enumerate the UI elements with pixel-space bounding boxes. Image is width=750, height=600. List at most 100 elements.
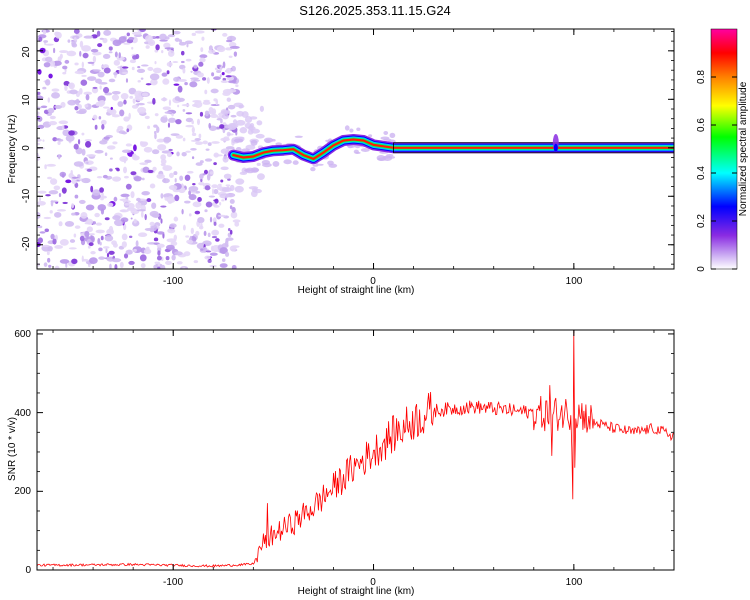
noise-blob	[43, 216, 51, 220]
noise-blob	[83, 35, 94, 39]
noise-blob	[182, 137, 186, 142]
noise-blob	[99, 99, 106, 106]
noise-blob	[98, 247, 103, 252]
noise-blob	[205, 148, 210, 151]
noise-blob	[235, 178, 245, 185]
noise-blob	[132, 98, 136, 104]
noise-blob	[90, 185, 94, 193]
noise-blob	[136, 197, 141, 202]
noise-blob	[46, 251, 50, 256]
noise-blob	[104, 235, 114, 242]
noise-blob	[177, 104, 180, 108]
noise-blob	[37, 106, 43, 109]
noise-blob	[222, 122, 227, 126]
noise-blob	[190, 227, 194, 235]
noise-blob	[47, 107, 55, 114]
noise-blob	[192, 182, 196, 186]
noise-blob	[81, 74, 87, 77]
noise-blob	[244, 116, 253, 123]
noise-blob	[112, 242, 118, 248]
noise-blob	[152, 166, 157, 172]
noise-blob	[116, 168, 120, 172]
noise-blob	[166, 70, 170, 75]
noise-blob	[163, 115, 167, 118]
noise-blob	[210, 88, 219, 94]
noise-blob	[88, 242, 94, 247]
noise-blob	[94, 124, 98, 130]
noise-blob	[189, 235, 192, 241]
noise-blob	[98, 82, 108, 85]
noise-blob	[94, 149, 104, 154]
noise-blob	[188, 190, 192, 196]
noise-blob	[71, 40, 76, 47]
noise-blob	[161, 72, 168, 77]
noise-blob	[37, 91, 41, 96]
noise-blob	[225, 146, 235, 150]
noise-blob	[110, 106, 113, 110]
noise-blob	[81, 61, 85, 69]
noise-blob	[53, 211, 62, 218]
noise-blob	[141, 177, 145, 181]
noise-blob	[144, 213, 147, 221]
noise-blob	[225, 39, 233, 43]
noise-blob	[83, 91, 93, 96]
noise-blob	[168, 172, 174, 178]
ridge-band	[232, 138, 674, 160]
noise-blob	[160, 116, 168, 123]
noise-blob	[54, 245, 63, 249]
noise-blob	[175, 134, 184, 139]
noise-blob	[157, 261, 161, 267]
noise-blob	[121, 209, 126, 213]
noise-blob	[227, 104, 236, 110]
noise-blob	[84, 138, 93, 142]
noise-blob	[205, 201, 213, 208]
noise-blob	[101, 64, 108, 69]
noise-blob	[143, 146, 153, 153]
noise-blob	[239, 127, 248, 134]
noise-blob	[106, 145, 116, 150]
noise-blob	[221, 187, 232, 193]
noise-blob	[141, 64, 149, 67]
noise-blob	[108, 78, 116, 83]
noise-blob	[50, 200, 59, 203]
noise-blob	[186, 170, 194, 174]
noise-blob	[71, 212, 76, 216]
noise-blob	[38, 36, 43, 42]
noise-blob	[133, 144, 137, 152]
noise-blob	[177, 97, 185, 102]
ridge-halo	[383, 130, 389, 135]
colorbar-label: Normalized spectral amplitude	[738, 81, 749, 216]
noise-blob	[202, 77, 207, 81]
noise-blob	[159, 39, 168, 42]
noise-blob	[100, 197, 104, 201]
noise-blob	[37, 263, 41, 267]
noise-blob	[231, 264, 237, 269]
noise-blob	[99, 85, 102, 90]
noise-blob	[186, 239, 194, 244]
noise-blob	[100, 235, 104, 241]
noise-blob	[117, 101, 124, 107]
noise-blob	[68, 130, 75, 136]
noise-blob	[200, 248, 204, 251]
noise-blob	[102, 246, 110, 249]
noise-blob	[93, 69, 101, 72]
noise-blob	[96, 30, 101, 37]
ridge-halo	[389, 132, 396, 139]
noise-blob	[135, 240, 139, 248]
noise-blob	[87, 245, 91, 249]
noise-blob	[193, 64, 198, 69]
noise-blob	[81, 45, 92, 52]
noise-blob	[99, 140, 108, 145]
noise-blob	[209, 216, 213, 223]
noise-blob	[155, 44, 160, 51]
noise-blob	[165, 260, 172, 265]
noise-blob	[234, 185, 244, 193]
noise-blob	[113, 71, 118, 76]
noise-blob	[135, 202, 142, 210]
noise-blob	[73, 29, 80, 34]
spectrogram-y-tick-label: 0	[21, 145, 32, 151]
noise-blob	[131, 104, 139, 109]
noise-blob	[73, 233, 77, 238]
noise-blob	[226, 97, 231, 102]
noise-blob	[210, 103, 220, 107]
